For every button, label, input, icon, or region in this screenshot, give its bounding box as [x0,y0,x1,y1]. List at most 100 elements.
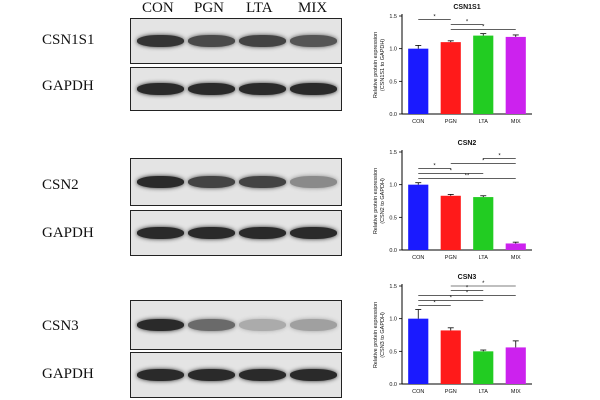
bar-mix [505,36,526,115]
x-tick-label: LTA [479,389,489,395]
x-tick-label: CON [412,119,424,125]
y-axis-label: Relative protein expression [373,32,379,98]
chart-title: CSN2 [458,140,477,147]
bar-lta [473,197,494,250]
band-con [137,35,184,47]
x-tick-label: PGN [445,389,457,395]
blot-image-gapdh-2 [130,210,342,256]
bar-chart-csn3: CSN3 Relative protein expression (CSN3 to … [373,274,532,395]
bar-pgn [440,42,461,115]
band-pgn [188,83,235,95]
band-lta [239,227,286,239]
x-tick-label: MIX [511,255,521,261]
bar-chart-csn1s1: CSN1S1 Relative protein expression (CSN1S1… [373,4,532,125]
band-lta [239,83,286,95]
chart-title: CSN3 [458,274,477,281]
x-tick-label: PGN [445,255,457,261]
x-tick-label: CON [412,255,424,261]
y-tick-label: 0.5 [389,349,397,355]
bar-con [408,184,429,250]
x-tick-label: PGN [445,119,457,125]
significance-star: * [433,15,436,21]
blot-image-csn1s1 [130,18,342,64]
blot-label-gapdh-3: GAPDH [42,366,94,382]
blot-image-csn3 [130,300,342,350]
significance-star: * [450,296,453,302]
y-tick-label: 1.0 [389,47,397,53]
bar-con [408,318,429,384]
blot-label-csn2: CSN2 [42,177,79,193]
x-tick-label: LTA [479,119,489,125]
band-pgn [188,35,235,47]
band-mix [290,319,337,331]
significance-star: * [466,20,469,26]
bar-pgn [440,330,461,384]
significance-star: ** [465,174,470,180]
blot-label-csn3: CSN3 [42,318,79,334]
band-mix [290,369,337,381]
significance-star: * [466,286,469,292]
y-tick-label: 0.0 [389,112,397,118]
significance-star: * [482,25,485,31]
lane-header-mix: MIX [298,0,328,16]
band-pgn [188,319,235,331]
band-con [137,369,184,381]
blot-image-csn2 [130,158,342,206]
band-mix [290,35,337,47]
y-axis-label-sub: (CSN3 to GAPDH) [380,312,386,358]
y-tick-label: 0.0 [389,382,397,388]
y-tick-label: 1.5 [389,14,397,20]
blot-image-gapdh-1 [130,67,342,111]
y-axis-label-sub: (CSN1S1 to GAPDH) [380,39,386,91]
y-tick-label: 1.0 [389,183,397,189]
y-axis-label: Relative protein expression [373,168,379,234]
lane-header-lta: LTA [246,0,273,16]
significance-star: * [450,169,453,175]
bar-pgn [440,195,461,250]
band-mix [290,83,337,95]
band-mix [290,176,337,188]
y-tick-label: 0.5 [389,79,397,85]
x-tick-label: LTA [479,255,489,261]
blot-image-gapdh-3 [130,352,342,398]
lane-header-pgn: PGN [194,0,225,16]
y-tick-label: 1.5 [389,284,397,290]
y-tick-label: 0.0 [389,248,397,254]
lane-header-con: CON [142,0,174,16]
band-pgn [188,369,235,381]
significance-star: * [482,281,485,287]
y-axis-label-sub: (CSN2 to GAPDH) [380,178,386,224]
bar-lta [473,35,494,114]
blot-label-csn1s1: CSN1S1 [42,32,95,48]
y-tick-label: 1.5 [389,150,397,156]
band-lta [239,35,286,47]
significance-star: * [433,164,436,170]
band-lta [239,369,286,381]
y-axis-label: Relative protein expression [373,302,379,368]
band-con [137,227,184,239]
significance-star: * [482,159,485,165]
y-tick-label: 0.5 [389,215,397,221]
x-tick-label: MIX [511,119,521,125]
significance-star: * [433,301,436,307]
bar-con [408,48,429,114]
bar-lta [473,351,494,384]
band-lta [239,319,286,331]
band-con [137,176,184,188]
band-con [137,83,184,95]
x-tick-label: MIX [511,389,521,395]
significance-star: * [498,154,501,160]
x-tick-label: CON [412,389,424,395]
band-con [137,319,184,331]
band-lta [239,176,286,188]
significance-star: * [466,291,469,297]
blot-label-gapdh-1: GAPDH [42,78,94,94]
y-tick-label: 1.0 [389,317,397,323]
band-mix [290,227,337,239]
chart-title: CSN1S1 [453,4,480,11]
band-pgn [188,176,235,188]
blot-label-gapdh-2: GAPDH [42,225,94,241]
band-pgn [188,227,235,239]
bar-chart-csn2: CSN2 Relative protein expression (CSN2 to … [373,140,532,261]
bar-mix [505,243,526,250]
